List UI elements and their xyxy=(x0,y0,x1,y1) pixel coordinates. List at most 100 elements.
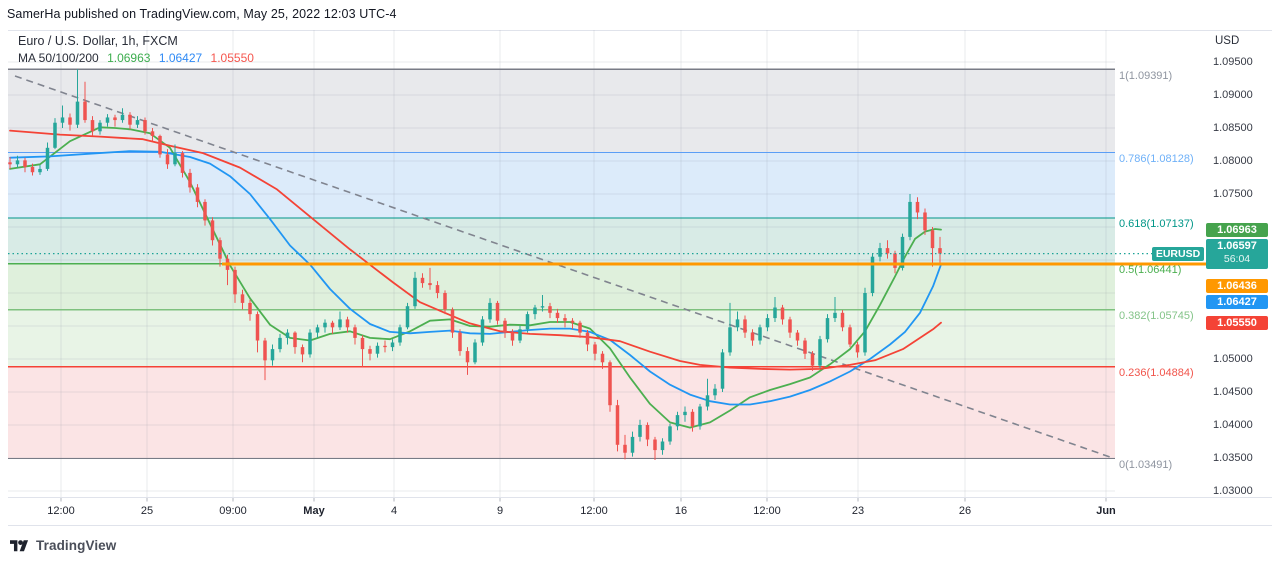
candle-body xyxy=(480,319,485,343)
candle-body xyxy=(668,426,672,442)
candle-body xyxy=(60,117,65,123)
candle-body xyxy=(143,120,147,132)
candle-body xyxy=(623,444,627,453)
candle-body xyxy=(165,154,170,165)
candle-body xyxy=(840,312,845,328)
indicator-label: MA 50/100/200 xyxy=(18,51,99,65)
price-badge-value: 1.06436 xyxy=(1217,280,1257,292)
candle-body xyxy=(503,320,507,333)
candle-body xyxy=(308,332,312,355)
candle-body xyxy=(600,353,605,363)
candle-body xyxy=(743,319,747,333)
candle-body xyxy=(30,166,35,173)
time-axis-label: 4 xyxy=(390,505,398,517)
candle-body xyxy=(750,332,755,341)
candle-body xyxy=(615,405,620,445)
quote-currency-label: USD xyxy=(1215,35,1240,47)
fib-zone xyxy=(8,263,1115,310)
fib-level-label: 0(1.03491) xyxy=(1119,459,1173,472)
candle-body xyxy=(518,329,522,341)
price-badge-value: 1.06427 xyxy=(1217,296,1257,308)
time-axis-label: Jun xyxy=(1096,505,1116,517)
candle-body xyxy=(780,307,785,320)
fib-zone xyxy=(8,69,1115,153)
candle-body xyxy=(728,327,732,353)
candle-body xyxy=(90,120,95,132)
candle-body xyxy=(420,277,425,284)
candle-body xyxy=(698,406,702,427)
fib-level-label: 0.382(1.05745) xyxy=(1119,310,1194,323)
symbol-price-tag: EURUSD xyxy=(1152,246,1204,261)
candle-body xyxy=(458,332,462,352)
candle-body xyxy=(735,319,740,328)
price-badge-value: 1.05550 xyxy=(1217,317,1257,329)
price-tick-label: 1.09500 xyxy=(1213,55,1253,68)
price-badge-value: 1.06963 xyxy=(1217,223,1257,236)
candle-body xyxy=(210,220,215,241)
candle-body xyxy=(173,153,177,165)
candle-body xyxy=(405,306,410,328)
price-tick-label: 1.04500 xyxy=(1213,385,1253,398)
candle-body xyxy=(773,307,777,319)
candle-body xyxy=(180,153,185,173)
symbol-title: Euro / U.S. Dollar, 1h, FXCM xyxy=(18,34,178,48)
candle-body xyxy=(23,160,27,167)
candle-body xyxy=(105,117,110,123)
time-axis-bottom-border xyxy=(8,525,1272,526)
candle-body xyxy=(878,248,882,257)
candle-body xyxy=(398,327,402,343)
candle-body xyxy=(803,340,807,354)
candle-body xyxy=(473,342,477,363)
price-tick-label: 1.09000 xyxy=(1213,88,1253,101)
candle-body xyxy=(8,162,12,165)
time-axis-label: 12:00 xyxy=(580,505,608,517)
tradingview-logo-text: TradingView xyxy=(36,538,117,553)
candle-body xyxy=(278,337,282,350)
time-axis-label: 12:00 xyxy=(753,505,781,517)
candle-body xyxy=(135,120,140,125)
price-badge-value: 1.06597 xyxy=(1217,239,1257,252)
ma-line-ma100 xyxy=(9,150,942,406)
candle-body xyxy=(938,248,942,254)
candle-body xyxy=(645,425,650,440)
candle-body xyxy=(900,236,905,268)
candle-body xyxy=(608,362,612,406)
tradingview-logo[interactable]: TradingView xyxy=(10,537,116,554)
candle-body xyxy=(690,411,695,427)
candle-body xyxy=(345,319,350,328)
candle-body xyxy=(908,201,912,237)
candle-body xyxy=(413,277,417,307)
candle-body xyxy=(705,395,710,407)
price-badge: 1.05550 xyxy=(1206,316,1268,330)
candle-body xyxy=(578,322,582,333)
candle-body xyxy=(240,294,245,303)
time-axis-label: 12:00 xyxy=(47,505,75,517)
ma100-value: 1.06427 xyxy=(158,51,203,65)
trendline xyxy=(14,75,1111,458)
candle-body xyxy=(203,201,207,221)
candle-body xyxy=(923,212,927,231)
candle-body xyxy=(488,302,492,320)
fib-level-label: 0.618(1.07137) xyxy=(1119,218,1194,231)
candle-body xyxy=(818,339,822,366)
candle-body xyxy=(548,306,552,313)
price-tick-label: 1.08000 xyxy=(1213,154,1253,167)
candle-body xyxy=(683,411,687,416)
candle-body xyxy=(570,320,575,323)
candle-body xyxy=(825,318,830,340)
candle-body xyxy=(368,349,372,354)
ma-line-ma50 xyxy=(9,126,942,429)
candle-body xyxy=(233,269,237,295)
price-badge: 1.06427 xyxy=(1206,295,1268,309)
candle-body xyxy=(675,415,680,427)
candle-body xyxy=(585,332,590,345)
time-axis-label: 16 xyxy=(674,505,688,517)
candle-body xyxy=(188,172,192,188)
time-axis-label: 9 xyxy=(496,505,504,517)
candle-body xyxy=(255,314,260,341)
candle-body xyxy=(893,253,897,268)
candle-body xyxy=(915,201,920,213)
fib-level-label: 0.5(1.06441) xyxy=(1119,264,1182,277)
price-tick-label: 1.04000 xyxy=(1213,418,1253,431)
